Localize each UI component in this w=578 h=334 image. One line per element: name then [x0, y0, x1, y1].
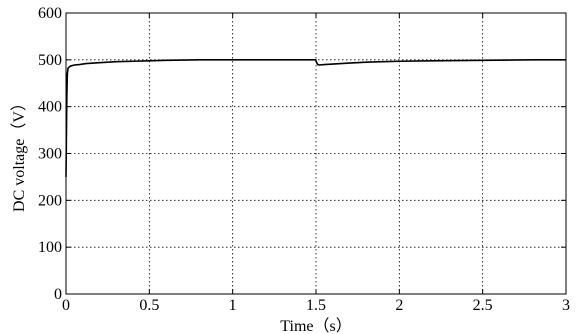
series-layer	[65, 59, 566, 177]
y-tick-label: 600	[38, 5, 62, 22]
y-tick-labels: 0 100 200 300 400 500 600	[38, 5, 62, 303]
y-tick-label: 0	[54, 286, 62, 303]
x-tick-label: 2	[395, 297, 403, 314]
x-tick-label: 3	[562, 297, 570, 314]
y-tick-label: 500	[38, 52, 62, 69]
grid	[66, 13, 566, 294]
y-tick-label: 300	[38, 146, 62, 163]
x-tick-labels: 0 0.5 1 1.5 2 2.5 3	[62, 297, 570, 314]
x-tick-label: 2.5	[473, 297, 493, 314]
y-axis-label: DC voltage（V）	[10, 95, 28, 212]
dc-voltage-line	[65, 59, 566, 177]
y-tick-label: 100	[38, 239, 62, 256]
y-tick-label: 400	[38, 99, 62, 116]
x-tick-label: 0.5	[139, 297, 159, 314]
ticks	[65, 12, 567, 295]
x-tick-label: 0	[62, 297, 70, 314]
y-tick-label: 200	[38, 192, 62, 209]
x-axis-label: Time（s）	[280, 317, 351, 334]
x-tick-label: 1.5	[306, 297, 326, 314]
x-tick-label: 1	[229, 297, 237, 314]
